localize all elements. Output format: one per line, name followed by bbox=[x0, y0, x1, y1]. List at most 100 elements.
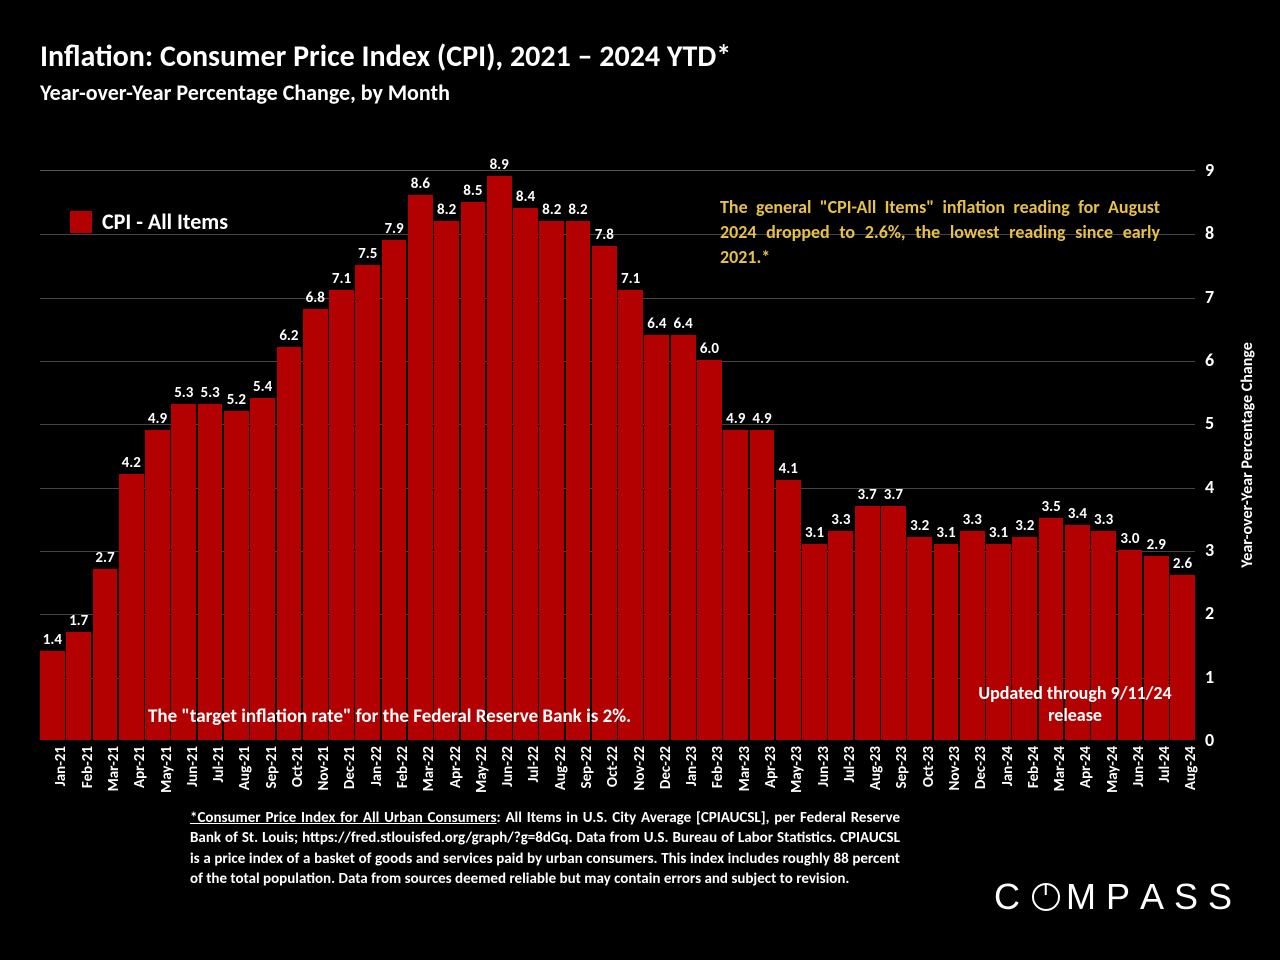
bar-value-label: 3.0 bbox=[1120, 530, 1139, 548]
bar bbox=[566, 221, 591, 740]
footnote-lead: *Consumer Price Index for All Urban Cons… bbox=[190, 809, 497, 827]
bar bbox=[487, 176, 512, 740]
compass-logo: C M P A S S bbox=[994, 876, 1238, 918]
bar bbox=[171, 404, 196, 740]
bar bbox=[828, 531, 853, 740]
bar-value-label: 3.5 bbox=[1041, 498, 1060, 516]
bar bbox=[644, 335, 669, 740]
bar bbox=[66, 632, 91, 740]
bar-value-label: 3.1 bbox=[936, 524, 955, 542]
bar bbox=[408, 195, 433, 740]
target-inflation-note: The "target inflation rate" for the Fede… bbox=[148, 705, 631, 728]
bar bbox=[539, 221, 564, 740]
y-tick-label: 4 bbox=[1205, 476, 1214, 498]
bar bbox=[382, 240, 407, 740]
bar-value-label: 3.4 bbox=[1068, 505, 1087, 523]
y-tick-label: 5 bbox=[1205, 412, 1214, 434]
bar-value-label: 1.7 bbox=[69, 612, 88, 630]
logo-letter: M bbox=[1066, 876, 1102, 918]
bar bbox=[250, 398, 275, 740]
bar bbox=[198, 404, 223, 740]
footnote: *Consumer Price Index for All Urban Cons… bbox=[190, 808, 900, 889]
bar-value-label: 1.4 bbox=[43, 631, 62, 649]
legend: CPI - All Items bbox=[70, 208, 228, 235]
bar bbox=[461, 202, 486, 740]
chart-title: Inflation: Consumer Price Index (CPI), 2… bbox=[40, 38, 731, 75]
y-tick-label: 7 bbox=[1205, 286, 1214, 308]
y-axis-title: Year-over-Year Percentage Change bbox=[1238, 342, 1257, 568]
bar bbox=[881, 506, 906, 740]
bar-value-label: 5.2 bbox=[227, 391, 246, 409]
bar bbox=[723, 430, 748, 740]
bar-value-label: 2.6 bbox=[1173, 555, 1192, 573]
bar-value-label: 5.3 bbox=[174, 384, 193, 402]
bar-value-label: 5.4 bbox=[253, 378, 272, 396]
bar bbox=[329, 290, 354, 740]
bar-value-label: 3.1 bbox=[805, 524, 824, 542]
bar-value-label: 6.4 bbox=[674, 315, 693, 333]
bar bbox=[618, 290, 643, 740]
logo-letter: A bbox=[1140, 876, 1170, 918]
y-tick-label: 8 bbox=[1205, 222, 1214, 244]
bar-value-label: 7.9 bbox=[384, 220, 403, 238]
bar bbox=[934, 544, 959, 740]
bar-value-label: 8.6 bbox=[411, 175, 430, 193]
bar-value-label: 2.7 bbox=[95, 549, 114, 567]
compass-icon bbox=[1032, 883, 1060, 911]
bar-value-label: 8.2 bbox=[568, 201, 587, 219]
logo-letter: S bbox=[1208, 876, 1238, 918]
bar-value-label: 4.2 bbox=[122, 454, 141, 472]
bar bbox=[671, 335, 696, 740]
bar bbox=[434, 221, 459, 740]
bar-value-label: 5.3 bbox=[200, 384, 219, 402]
logo-letter: C bbox=[994, 876, 1026, 918]
bar-value-label: 6.4 bbox=[647, 315, 666, 333]
logo-letter: S bbox=[1174, 876, 1204, 918]
bar bbox=[750, 430, 775, 740]
y-tick-label: 2 bbox=[1205, 602, 1214, 624]
bar-value-label: 7.8 bbox=[595, 226, 614, 244]
bar-value-label: 7.1 bbox=[332, 270, 351, 288]
bar-value-label: 4.9 bbox=[752, 410, 771, 428]
bar-value-label: 6.8 bbox=[306, 289, 325, 307]
bar-value-label: 2.9 bbox=[1147, 536, 1166, 554]
bar-value-label: 3.7 bbox=[884, 486, 903, 504]
bar bbox=[355, 265, 380, 740]
bar bbox=[907, 537, 932, 740]
bar-value-label: 7.5 bbox=[358, 245, 377, 263]
y-tick-label: 1 bbox=[1205, 666, 1214, 688]
bar-value-label: 4.9 bbox=[148, 410, 167, 428]
bar bbox=[776, 480, 801, 740]
annotation-text: The general "CPI-All Items" inflation re… bbox=[720, 195, 1160, 271]
bar-value-label: 6.0 bbox=[700, 340, 719, 358]
bar-value-label: 3.3 bbox=[963, 511, 982, 529]
bar-value-label: 8.2 bbox=[437, 201, 456, 219]
bar-value-label: 8.9 bbox=[490, 156, 509, 174]
bar bbox=[802, 544, 827, 740]
bar-value-label: 3.3 bbox=[831, 511, 850, 529]
bar bbox=[855, 506, 880, 740]
updated-through-note: Updated through 9/11/24 release bbox=[970, 683, 1180, 726]
bar-value-label: 3.2 bbox=[910, 517, 929, 535]
bar bbox=[513, 208, 538, 740]
bar bbox=[40, 651, 65, 740]
bar-value-label: 7.1 bbox=[621, 270, 640, 288]
legend-swatch bbox=[70, 211, 92, 233]
y-tick-label: 3 bbox=[1205, 539, 1214, 561]
bar bbox=[145, 430, 170, 740]
bar bbox=[303, 309, 328, 740]
y-axis: 0123456789 bbox=[1195, 170, 1235, 740]
bar bbox=[119, 474, 144, 740]
x-tick-label: Aug-24 bbox=[1182, 746, 1200, 790]
legend-label: CPI - All Items bbox=[102, 208, 228, 235]
bar-value-label: 8.5 bbox=[463, 182, 482, 200]
bar-value-label: 3.3 bbox=[1094, 511, 1113, 529]
logo-letter: P bbox=[1106, 876, 1136, 918]
y-tick-label: 9 bbox=[1205, 159, 1214, 181]
bar-value-label: 6.2 bbox=[279, 327, 298, 345]
bar bbox=[224, 411, 249, 740]
bar-value-label: 4.1 bbox=[779, 460, 798, 478]
bar-value-label: 3.2 bbox=[1015, 517, 1034, 535]
y-tick-label: 0 bbox=[1205, 729, 1214, 751]
bar bbox=[592, 246, 617, 740]
